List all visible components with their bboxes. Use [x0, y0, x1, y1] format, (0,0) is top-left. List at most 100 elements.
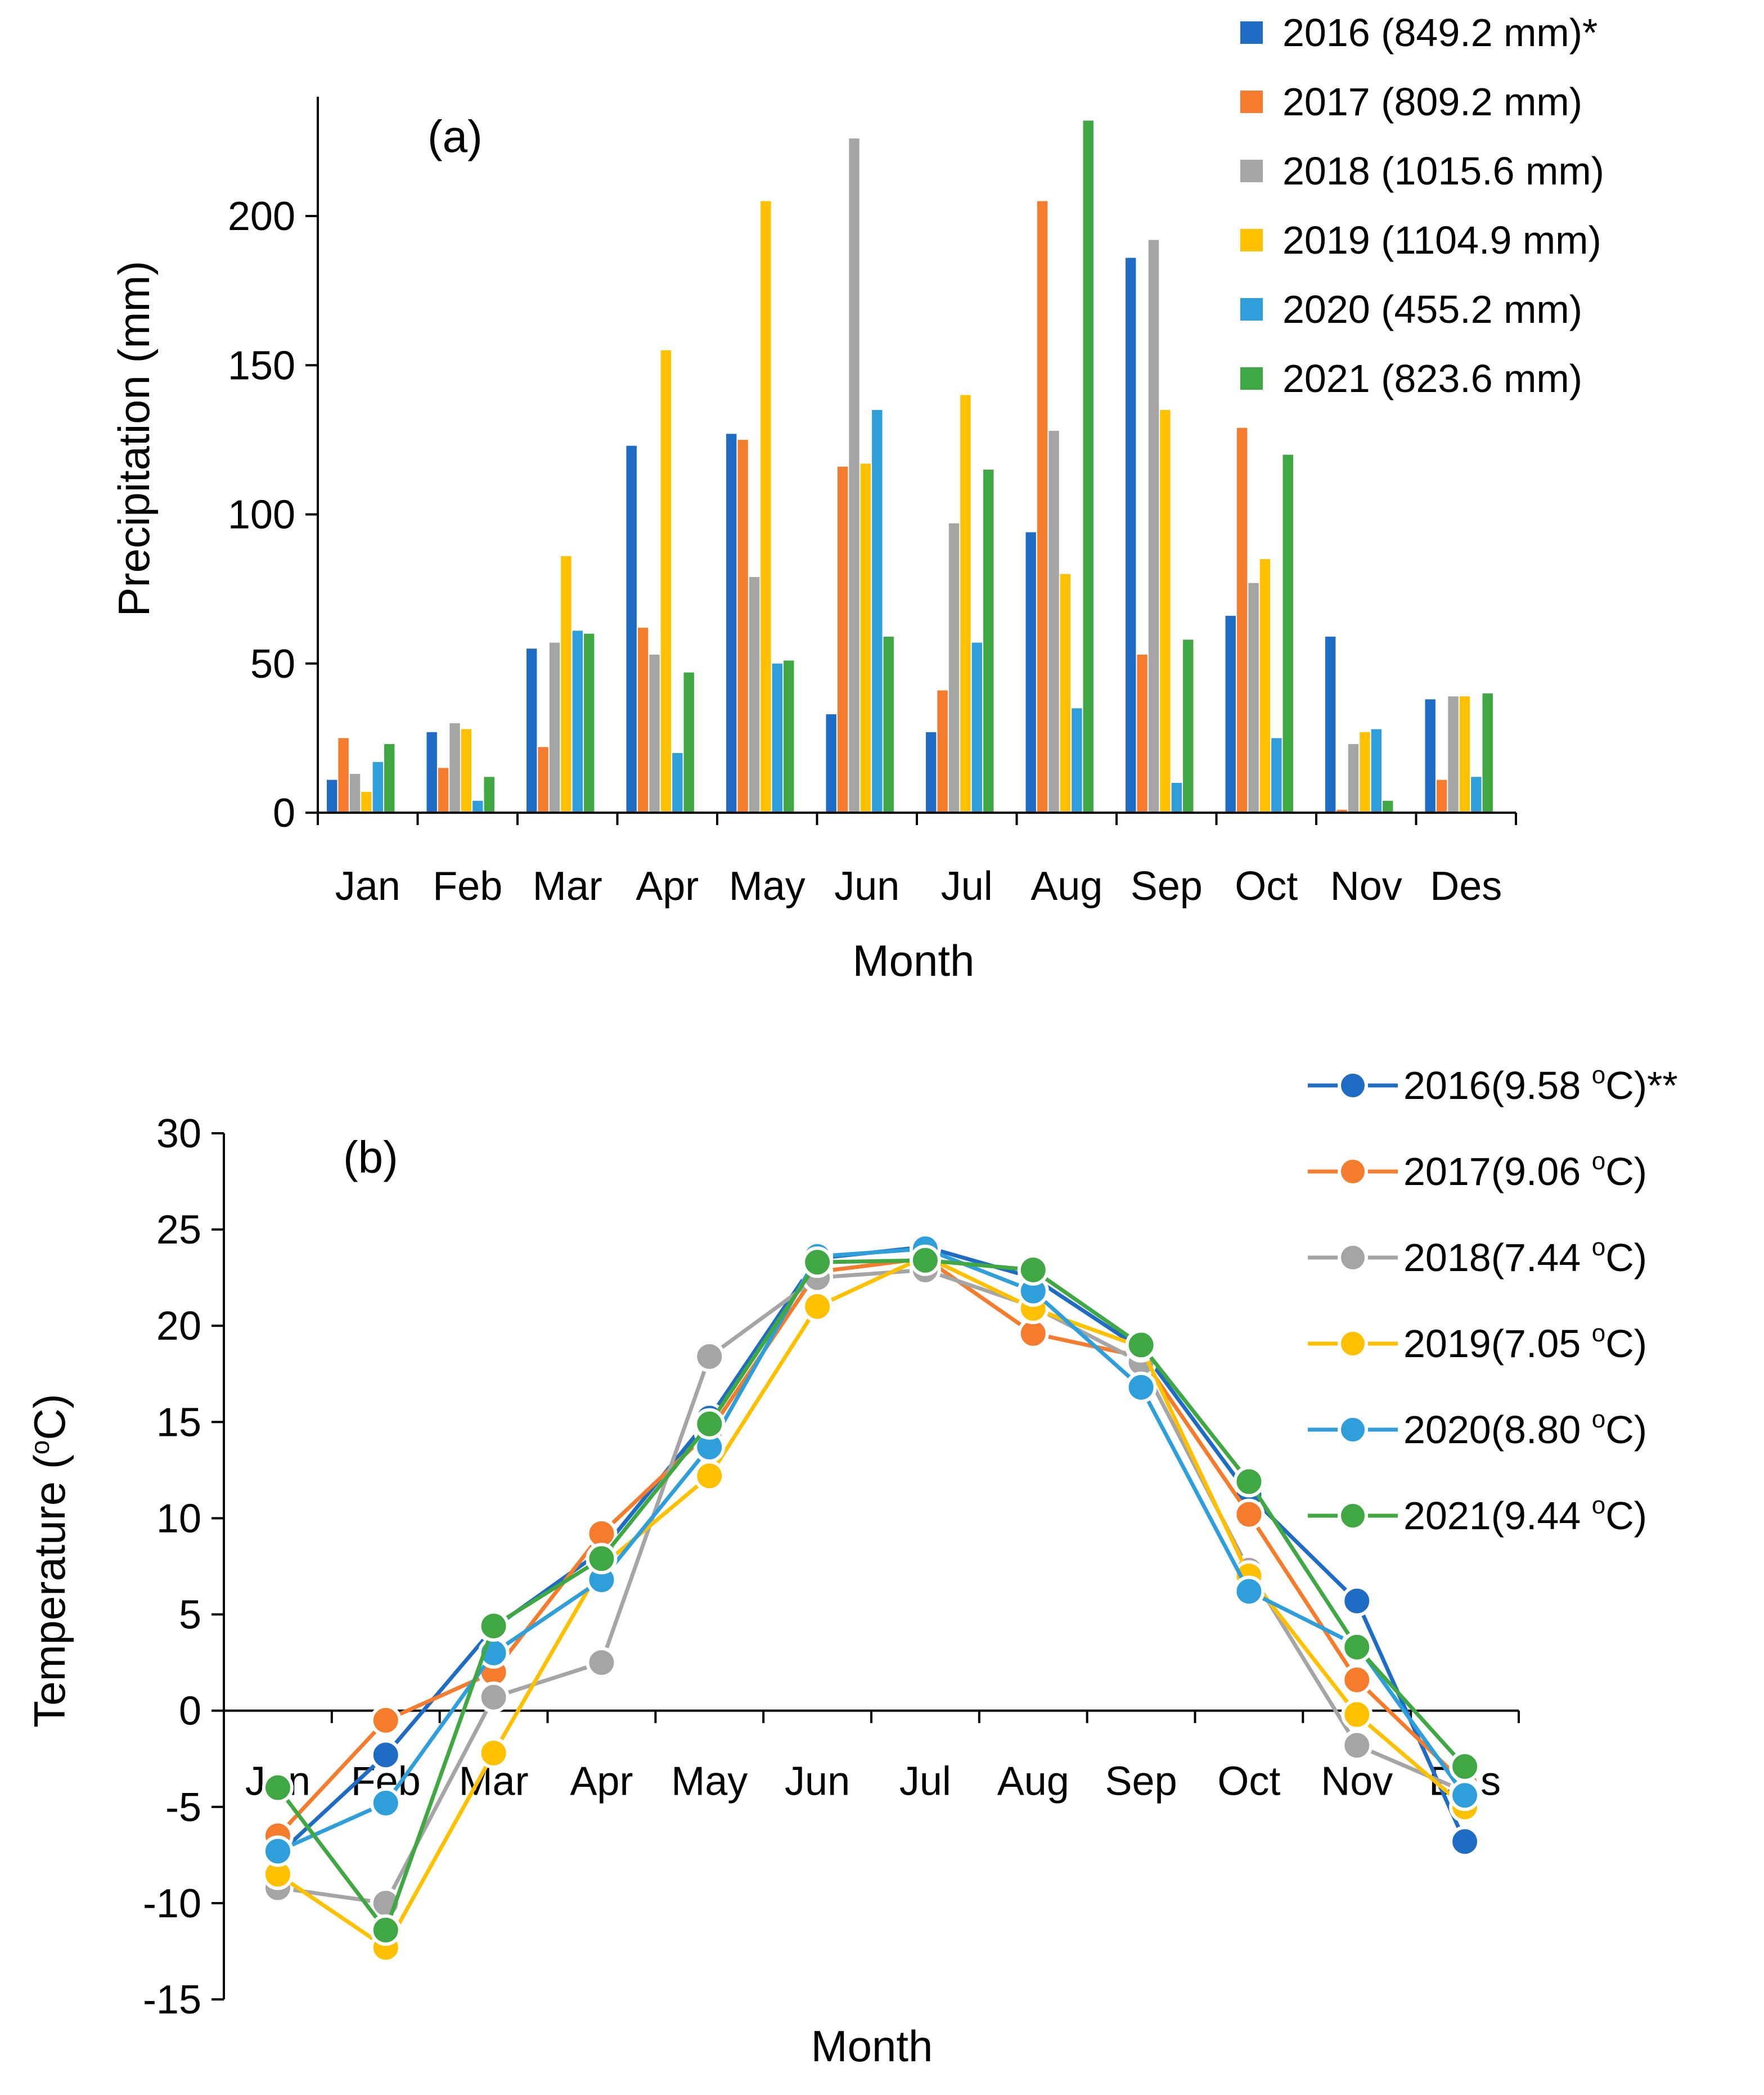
- bar: [760, 201, 771, 813]
- legend-label: 2020 (455.2 mm): [1282, 287, 1582, 331]
- x-tick-label: Oct: [1217, 1759, 1280, 1804]
- x-tick-label: Aug: [997, 1759, 1069, 1804]
- series-line: [276, 1245, 1467, 1857]
- bar: [1236, 427, 1248, 813]
- legend-label-main: 2016(9.58: [1403, 1064, 1592, 1107]
- legend-label-sup: o: [1592, 1233, 1605, 1261]
- bar: [937, 690, 948, 813]
- bar: [1148, 240, 1159, 813]
- bar: [1383, 800, 1393, 813]
- bar: [1436, 780, 1447, 813]
- series-line: [276, 1254, 1466, 1950]
- bar: [1459, 696, 1470, 813]
- x-tick-label: Sep: [1105, 1759, 1177, 1804]
- series-line: [277, 1246, 1466, 1853]
- y-tick-label: 30: [156, 1111, 201, 1156]
- data-point: [694, 1460, 726, 1492]
- bar: [1282, 454, 1293, 813]
- legend-marker: [1338, 1501, 1368, 1531]
- legend-label: 2018 (1015.6 mm): [1282, 149, 1604, 193]
- series-line: [276, 1258, 1466, 1932]
- bar: [1471, 777, 1482, 813]
- bar: [1171, 782, 1182, 813]
- legend-label-main: 2019(7.05: [1403, 1322, 1592, 1366]
- bar: [772, 663, 783, 813]
- bar: [1072, 708, 1082, 813]
- x-tick-label: Jun: [785, 1759, 850, 1804]
- bar: [1025, 532, 1036, 813]
- bar: [849, 138, 860, 813]
- y-tick-label: 10: [156, 1496, 201, 1541]
- data-point: [262, 1835, 294, 1867]
- bar: [1371, 729, 1382, 813]
- legend-label: 2017(9.06 oC): [1403, 1147, 1647, 1193]
- legend-swatch: [1240, 160, 1263, 182]
- legend-label: 2019 (1104.9 mm): [1282, 218, 1601, 262]
- x-tick-label: Apr: [570, 1759, 633, 1804]
- bar: [549, 642, 560, 813]
- bar: [449, 723, 460, 813]
- bar: [1336, 809, 1347, 813]
- y-tick-label: 0: [273, 791, 295, 836]
- legend-label-sup: o: [1592, 1147, 1605, 1175]
- data-point: [1449, 1779, 1481, 1812]
- bar: [461, 729, 472, 813]
- legend-label-sup: o: [1592, 1319, 1605, 1347]
- panel-label-b: (b): [343, 1132, 398, 1182]
- bar: [626, 445, 637, 813]
- y-axis-title-a: Precipitation (mm): [109, 261, 159, 617]
- bar: [637, 628, 649, 813]
- precipitation-axes: 0 50 100 150 200 Jan Feb Mar Apr May Jun Jul Aug Sep O…: [228, 97, 1517, 909]
- bar: [1125, 258, 1136, 813]
- legend-marker: [1338, 1156, 1368, 1187]
- bar: [1083, 120, 1094, 813]
- data-point: [1341, 1698, 1373, 1731]
- series-line: [277, 1268, 1466, 1905]
- bar: [960, 395, 971, 813]
- legend-marker: [1338, 1070, 1368, 1101]
- data-point: [370, 1704, 402, 1736]
- bar: [1137, 654, 1148, 813]
- data-point: [586, 1647, 618, 1679]
- x-tick-label: May: [729, 864, 806, 909]
- data-point: [1341, 1631, 1373, 1663]
- data-point: [262, 1772, 294, 1804]
- legend-swatch: [1240, 367, 1263, 390]
- data-point: [909, 1244, 941, 1276]
- bar: [749, 576, 760, 813]
- bar: [1325, 637, 1336, 813]
- data-point: [1233, 1498, 1265, 1530]
- panel-label-a: (a): [428, 111, 483, 161]
- bar: [948, 523, 960, 813]
- y-tick-label: 5: [179, 1593, 201, 1638]
- legend-label-main: 2021(9.44: [1403, 1494, 1592, 1538]
- y-axis-title-b-end: C): [25, 1394, 74, 1440]
- data-point: [1125, 1371, 1157, 1403]
- bar: [672, 753, 683, 813]
- temperature-lines: [262, 1231, 1481, 1963]
- legend-label-end: C): [1605, 1494, 1647, 1538]
- bar: [1360, 732, 1370, 813]
- temperature-panel: -15-10-5051015202530JanFebMarAprMayJunJu…: [25, 1061, 1678, 2071]
- bar: [860, 463, 871, 813]
- bar: [326, 780, 338, 813]
- y-tick-label: 150: [228, 343, 295, 388]
- y-axis-title-b-main: Temperature (: [25, 1454, 74, 1728]
- bar: [826, 714, 836, 813]
- bar: [1425, 699, 1436, 813]
- legend-label-sup: o: [1592, 1405, 1605, 1433]
- data-point: [1233, 1466, 1265, 1498]
- bar: [983, 470, 994, 813]
- y-axis-title-b: Temperature (oC): [25, 1394, 74, 1727]
- bar: [1448, 696, 1459, 813]
- bar: [1248, 583, 1259, 813]
- y-tick-label: 200: [228, 194, 295, 239]
- bar: [837, 466, 848, 813]
- bar: [372, 762, 384, 813]
- data-point: [478, 1681, 510, 1713]
- series-line: [276, 1256, 1466, 1837]
- x-tick-label: Aug: [1030, 864, 1102, 909]
- bar: [384, 744, 395, 813]
- bar: [1183, 639, 1194, 813]
